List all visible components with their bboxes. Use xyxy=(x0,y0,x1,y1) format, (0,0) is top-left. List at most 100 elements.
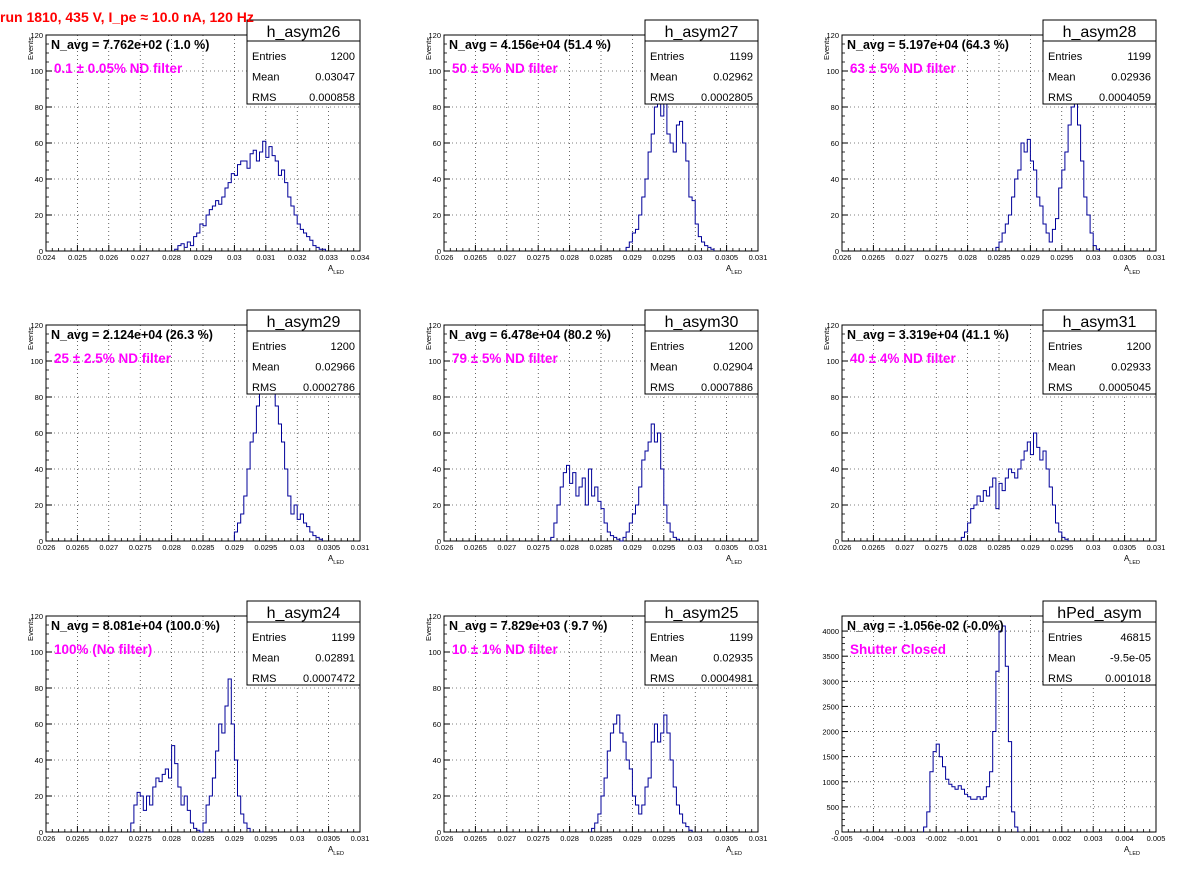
stats-value: 0.02962 xyxy=(713,72,753,84)
stats-key: Mean xyxy=(1048,72,1076,84)
y-tick-label: 20 xyxy=(433,501,441,510)
stats-title: h_asym26 xyxy=(267,24,341,41)
stats-value: 0.02936 xyxy=(1111,72,1151,84)
filter-label: 100% (No filter) xyxy=(54,642,152,657)
x-tick-label: 0.028 xyxy=(560,834,579,843)
x-tick-label: 0.0265 xyxy=(464,834,487,843)
x-tick-label: 0 xyxy=(997,834,1001,843)
stats-value: -9.5e-05 xyxy=(1110,653,1151,665)
x-tick-label: 0.0275 xyxy=(527,834,550,843)
x-tick-label: 0.025 xyxy=(68,253,87,262)
x-tick-label: 0.031 xyxy=(749,543,768,552)
y-tick-label: 80 xyxy=(433,684,441,693)
stats-key: RMS xyxy=(650,382,674,394)
x-tick-label: 0.0285 xyxy=(192,834,215,843)
stats-key: Mean xyxy=(1048,653,1076,665)
x-tick-label: 0.004 xyxy=(1115,834,1134,843)
x-tick-label: 0.0295 xyxy=(652,834,675,843)
x-tick-label: 0.0295 xyxy=(254,543,277,552)
stats-key: Mean xyxy=(252,72,280,84)
x-tick-label: 0.03 xyxy=(688,834,703,843)
stats-title: h_asym31 xyxy=(1063,314,1137,331)
x-tick-label: 0.029 xyxy=(225,834,244,843)
stats-key: RMS xyxy=(252,92,276,104)
stats-value: 0.03047 xyxy=(315,72,355,84)
y-tick-label: 40 xyxy=(35,175,43,184)
y-tick-label: 2500 xyxy=(822,702,839,711)
stats-value: 0.0005045 xyxy=(1099,382,1151,394)
y-tick-label: 120 xyxy=(826,321,839,330)
x-tick-label: -0.004 xyxy=(863,834,884,843)
x-tick-label: 0.028 xyxy=(162,543,181,552)
stats-box xyxy=(644,40,759,105)
y-tick-label: 100 xyxy=(826,67,839,76)
y-tick-label: 20 xyxy=(433,211,441,220)
x-tick-label: 0.028 xyxy=(560,253,579,262)
stats-key: Mean xyxy=(252,362,280,374)
stats-title: h_asym25 xyxy=(665,605,739,622)
x-tick-label: 0.029 xyxy=(623,253,642,262)
y-tick-label: 0 xyxy=(437,537,441,546)
stats-value: 0.02935 xyxy=(713,653,753,665)
y-tick-label: 80 xyxy=(35,684,43,693)
stats-key: RMS xyxy=(252,673,276,685)
x-tick-label: 0.028 xyxy=(162,253,181,262)
y-tick-label: 100 xyxy=(428,648,441,657)
y-tick-label: 1000 xyxy=(822,778,839,787)
x-tick-label: -0.002 xyxy=(926,834,947,843)
x-tick-label: 0.026 xyxy=(99,253,118,262)
navg-label: N_avg = 3.319e+04 (41.1 %) xyxy=(847,328,1009,342)
navg-label: N_avg = 4.156e+04 (51.4 %) xyxy=(449,38,611,52)
x-tick-label: 0.026 xyxy=(37,543,56,552)
y-tick-label: 80 xyxy=(433,393,441,402)
stats-key: Entries xyxy=(1048,341,1083,353)
stats-key: RMS xyxy=(650,92,674,104)
panel-h_asym24: 0.026 0.0265 0.027 0.0275 0.028 0.0285 0.029 0.… xyxy=(26,600,369,857)
y-tick-label: 40 xyxy=(433,756,441,765)
stats-title: h_asym29 xyxy=(267,314,341,331)
x-tick-label: 0.0275 xyxy=(129,543,152,552)
x-tick-label: 0.026 xyxy=(435,253,454,262)
x-axis-title: ALED xyxy=(328,554,344,566)
y-tick-label: 20 xyxy=(831,211,839,220)
y-tick-label: 100 xyxy=(826,357,839,366)
x-tick-label: 0.031 xyxy=(749,834,768,843)
y-tick-label: 40 xyxy=(35,756,43,765)
y-tick-label: 100 xyxy=(30,357,43,366)
stats-title: h_asym24 xyxy=(267,605,341,622)
y-tick-label: 20 xyxy=(433,792,441,801)
y-tick-label: 20 xyxy=(35,792,43,801)
x-tick-label: 0.0295 xyxy=(652,253,675,262)
panel-hPed_asym: -0.005 -0.004 -0.003 -0.002 -0.001 0 0.001 0.00… xyxy=(822,600,1165,857)
filter-label: 63 ± 5% ND filter xyxy=(850,61,956,76)
y-tick-label: 120 xyxy=(30,321,43,330)
x-tick-label: 0.027 xyxy=(131,253,150,262)
navg-label: N_avg = 7.829e+03 ( 9.7 %) xyxy=(449,619,607,633)
y-tick-label: 0 xyxy=(835,537,839,546)
stats-key: RMS xyxy=(1048,382,1072,394)
y-tick-label: 80 xyxy=(831,393,839,402)
stats-key: Entries xyxy=(650,632,685,644)
y-axis-title: Events xyxy=(424,618,433,641)
x-tick-label: -0.001 xyxy=(957,834,978,843)
x-tick-label: 0.026 xyxy=(833,253,852,262)
x-tick-label: 0.0265 xyxy=(464,543,487,552)
stats-box xyxy=(246,40,361,105)
y-tick-label: 60 xyxy=(831,429,839,438)
x-tick-label: 0.029 xyxy=(194,253,213,262)
y-tick-label: 120 xyxy=(30,31,43,40)
navg-label: N_avg = -1.056e-02 (-0.0%) xyxy=(847,619,1004,633)
x-tick-label: 0.024 xyxy=(37,253,56,262)
x-tick-label: 0.029 xyxy=(1021,543,1040,552)
stats-value: 0.001018 xyxy=(1105,673,1151,685)
panel-h_asym31: 0.026 0.0265 0.027 0.0275 0.028 0.0285 0.029 0.… xyxy=(822,309,1165,566)
navg-label: N_avg = 5.197e+04 (64.3 %) xyxy=(847,38,1009,52)
y-tick-label: 0 xyxy=(39,828,43,837)
panel-h_asym30: 0.026 0.0265 0.027 0.0275 0.028 0.0285 0.029 0.… xyxy=(424,309,768,566)
y-tick-label: 0 xyxy=(437,247,441,256)
x-tick-label: 0.03 xyxy=(227,253,242,262)
y-axis-title: Events xyxy=(26,37,35,60)
y-tick-label: 120 xyxy=(826,31,839,40)
y-tick-label: 120 xyxy=(30,612,43,621)
